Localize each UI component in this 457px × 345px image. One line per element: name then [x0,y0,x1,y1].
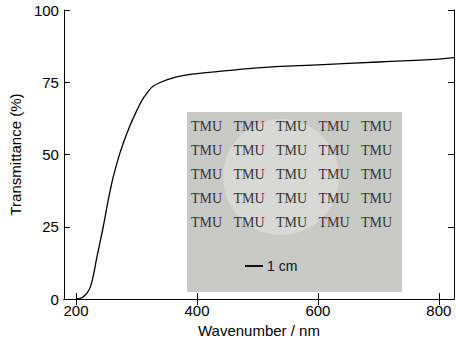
svg-text:400: 400 [184,302,209,319]
svg-text:TMU: TMU [319,167,350,182]
svg-text:TMU: TMU [319,143,350,158]
svg-text:TMU: TMU [191,215,222,230]
svg-text:75: 75 [42,74,59,91]
svg-text:TMU: TMU [191,143,222,158]
svg-text:TMU: TMU [276,143,307,158]
svg-text:TMU: TMU [234,143,265,158]
svg-text:TMU: TMU [276,167,307,182]
svg-text:TMU: TMU [361,167,392,182]
svg-text:TMU: TMU [276,119,307,134]
svg-text:TMU: TMU [361,143,392,158]
svg-text:TMU: TMU [361,191,392,206]
svg-text:TMU: TMU [319,191,350,206]
svg-text:TMU: TMU [191,167,222,182]
svg-text:TMU: TMU [191,119,222,134]
svg-text:TMU: TMU [361,119,392,134]
svg-text:800: 800 [426,302,451,319]
svg-text:50: 50 [42,146,59,163]
svg-text:TMU: TMU [361,215,392,230]
svg-text:600: 600 [305,302,330,319]
svg-text:TMU: TMU [234,119,265,134]
svg-text:TMU: TMU [234,215,265,230]
svg-text:TMU: TMU [191,191,222,206]
svg-text:TMU: TMU [234,191,265,206]
svg-text:TMU: TMU [319,119,350,134]
svg-text:TMU: TMU [276,191,307,206]
svg-text:TMU: TMU [319,215,350,230]
svg-text:0: 0 [51,291,59,308]
svg-text:200: 200 [64,302,89,319]
svg-text:TMU: TMU [276,215,307,230]
svg-text:1 cm: 1 cm [267,258,297,274]
svg-text:TMU: TMU [234,167,265,182]
svg-text:Transmittance (%): Transmittance (%) [7,94,24,216]
svg-text:100: 100 [34,2,59,19]
svg-text:Wavenumber / nm: Wavenumber / nm [198,322,320,339]
svg-text:25: 25 [42,218,59,235]
